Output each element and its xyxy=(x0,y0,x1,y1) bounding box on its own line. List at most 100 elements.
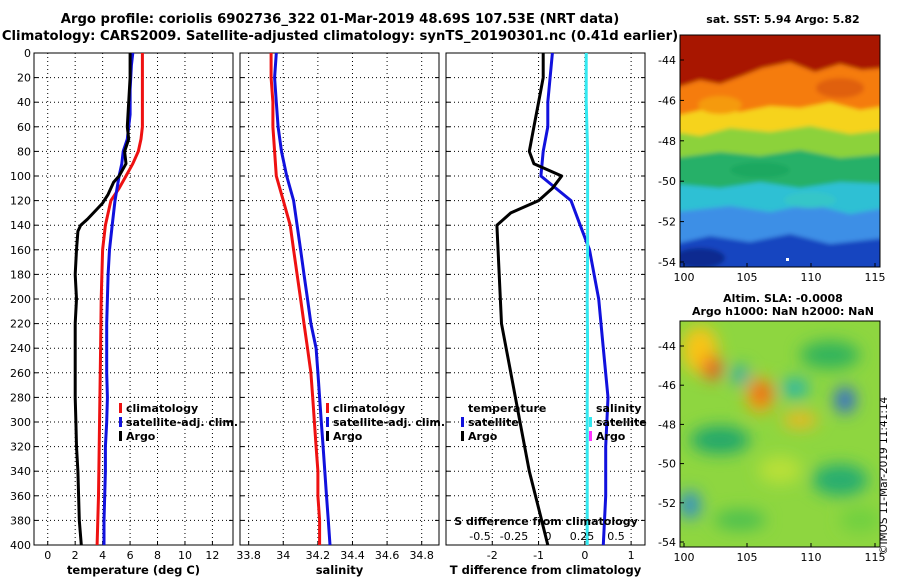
profile-panel-3: -2 -1 0 1T difference from climatologytempe… xyxy=(445,52,647,577)
s-tick-label: 0.5 xyxy=(607,530,625,543)
legend-swatch xyxy=(589,431,592,441)
y-tick-label: 0 xyxy=(24,47,31,60)
x-tick-label: 8 xyxy=(154,549,161,562)
legend-label: climatology xyxy=(126,402,198,415)
x-tick-label: 34.4 xyxy=(340,549,365,562)
y-tick-label: 380 xyxy=(10,514,31,527)
y-tick-label: 260 xyxy=(10,367,31,380)
x-tick-label: -2 xyxy=(487,549,498,562)
sla-map-axes: 100 105 110 115 -44 -46 -48 -50 -52 -54 xyxy=(658,340,885,564)
map-y-tick-label: -52 xyxy=(658,216,676,229)
s-tick-label: -0.25 xyxy=(500,530,528,543)
x-axis-label: T difference from climatology xyxy=(450,563,642,577)
legend-swatch xyxy=(326,417,329,427)
x-tick-label: 12 xyxy=(205,549,219,562)
legend-title-salinity: salinity xyxy=(596,402,642,415)
profile-panel-2: 33.8 34 34.2 34.4 34.6 34.8 salinity climatolog… xyxy=(236,52,445,577)
chart-title-line1: Argo profile: coriolis 6902736_322 01-Ma… xyxy=(60,12,620,27)
x-tick-label: 34.6 xyxy=(375,549,400,562)
map-x-tick-label: 105 xyxy=(737,271,758,284)
map-y-tick-label: -46 xyxy=(658,379,676,392)
legend-swatch xyxy=(119,431,122,441)
map-y-tick-label: -46 xyxy=(658,94,676,107)
plot-frame xyxy=(33,52,234,546)
plot-frame xyxy=(239,52,440,546)
map-y-tick-label: -50 xyxy=(658,458,676,471)
map-y-tick-label: -44 xyxy=(658,54,676,67)
legend-swatch xyxy=(119,417,122,427)
legend-swatch xyxy=(326,431,329,441)
map-y-tick-label: -48 xyxy=(658,135,676,148)
map-x-tick-label: 100 xyxy=(674,271,695,284)
series-line-1 xyxy=(539,52,610,546)
sla-map xyxy=(680,321,880,547)
legend-label: climatology xyxy=(333,402,405,415)
s-tick-label: 0 xyxy=(545,530,552,543)
sst-map-axes: 100 105 110 115 -44 -46 -48 -50 -52 -54 xyxy=(658,54,885,284)
sst-map-title: sat. SST: 5.94 Argo: 5.82 xyxy=(706,13,860,26)
legend-swatch xyxy=(589,417,592,427)
y-tick-label: 200 xyxy=(10,293,31,306)
chart-title-line2: Climatology: CARS2009. Satellite-adjuste… xyxy=(1,29,679,44)
legend-label: satellite xyxy=(596,416,647,429)
y-tick-label: 140 xyxy=(10,219,31,232)
y-tick-label: 100 xyxy=(10,170,31,183)
s-tick-label: -0.5 xyxy=(469,530,490,543)
plot-frame xyxy=(445,52,646,546)
y-tick-label: 400 xyxy=(10,539,31,552)
legend-swatch xyxy=(326,403,329,413)
sla-map-title-line1: Altim. SLA: -0.0008 xyxy=(723,292,843,305)
series-line-1 xyxy=(269,53,322,545)
y-tick-label: 160 xyxy=(10,244,31,257)
y-tick-label: 20 xyxy=(17,72,31,85)
legend-label: Argo xyxy=(468,430,498,443)
x-tick-label: 10 xyxy=(178,549,192,562)
series-line-2 xyxy=(495,53,564,546)
map-y-tick-label: -48 xyxy=(658,418,676,431)
s-tick-label: 0.25 xyxy=(570,530,595,543)
s-diff-axis-label: S difference from climatology xyxy=(454,515,638,528)
x-tick-label: 0 xyxy=(581,549,588,562)
x-tick-label: 4 xyxy=(99,549,106,562)
legend-label: Argo xyxy=(333,430,363,443)
map-x-tick-label: 115 xyxy=(865,271,886,284)
series-line-2 xyxy=(273,52,332,546)
legend-swatch xyxy=(119,403,122,413)
sla-map-frame xyxy=(679,320,881,548)
sst-map-frame xyxy=(679,34,881,268)
x-tick-label: 2 xyxy=(72,549,79,562)
map-y-tick-label: -52 xyxy=(658,497,676,510)
y-tick-label: 40 xyxy=(17,96,31,109)
map-x-tick-label: 115 xyxy=(865,551,886,564)
x-tick-label: -1 xyxy=(533,549,544,562)
map-y-tick-label: -54 xyxy=(658,536,676,549)
y-tick-label: 360 xyxy=(10,490,31,503)
map-y-tick-label: -44 xyxy=(658,340,676,353)
x-tick-label: 1 xyxy=(628,549,635,562)
x-tick-label: 34.8 xyxy=(409,549,434,562)
y-tick-label: 220 xyxy=(10,318,31,331)
y-tick-label: 240 xyxy=(10,342,31,355)
y-tick-label: 320 xyxy=(10,441,31,454)
map-x-tick-label: 110 xyxy=(801,271,822,284)
map-x-tick-label: 110 xyxy=(801,551,822,564)
series-line-3 xyxy=(584,53,590,545)
map-y-tick-label: -54 xyxy=(658,256,676,269)
map-x-tick-label: 105 xyxy=(737,551,758,564)
legend-label: satellite-adj. clim. xyxy=(126,416,238,429)
sst-map xyxy=(680,35,880,267)
y-tick-label: 300 xyxy=(10,416,31,429)
y-tick-label: 180 xyxy=(10,268,31,281)
y-tick-label: 340 xyxy=(10,465,31,478)
x-axis-label: salinity xyxy=(316,563,364,577)
legend-label: Argo xyxy=(126,430,156,443)
legend-title-temperature: temperature xyxy=(468,402,546,415)
map-x-tick-label: 100 xyxy=(674,551,695,564)
x-tick-label: 6 xyxy=(127,549,134,562)
series-line-1 xyxy=(95,53,144,546)
y-tick-label: 60 xyxy=(17,121,31,134)
legend-swatch xyxy=(461,431,464,441)
x-tick-label: 0 xyxy=(44,549,51,562)
profile-panel-1: 0 2 4 6 8 10 120204060801001201401601802002202… xyxy=(10,47,238,577)
